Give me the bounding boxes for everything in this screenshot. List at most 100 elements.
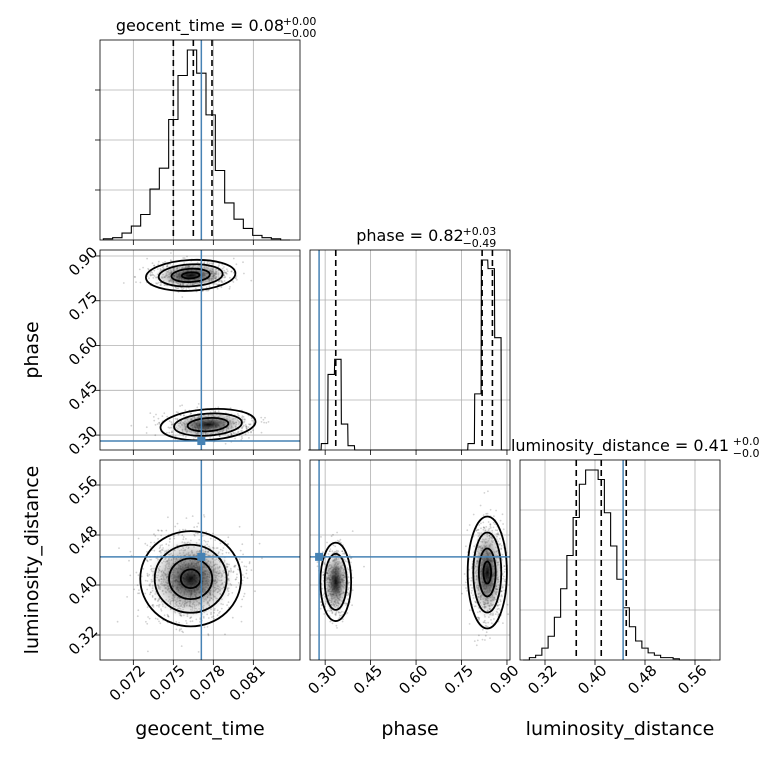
sample-point (129, 550, 132, 553)
sample-point (147, 650, 149, 653)
sample-point (203, 514, 205, 516)
sample-point (481, 638, 484, 641)
sample-point (236, 278, 238, 281)
sample-point (222, 547, 225, 549)
sample-point (237, 582, 240, 584)
sample-point (485, 625, 488, 628)
sample-point (148, 617, 151, 620)
panel-title-luminosity_distance: luminosity_distance = 0.41+0.04−0.04 (511, 435, 760, 460)
sample-point (193, 526, 196, 529)
sample-point (182, 257, 185, 259)
sample-point (219, 542, 222, 545)
sample-point (149, 558, 151, 561)
sample-point (165, 529, 168, 532)
sample-point (338, 614, 341, 617)
x-tick-label: 0.072 (106, 662, 149, 705)
truth-marker (315, 552, 324, 561)
contour (157, 263, 224, 288)
sample-point (130, 424, 133, 427)
sample-point (167, 516, 169, 519)
sample-point (184, 528, 187, 531)
sample-point (232, 257, 235, 260)
sample-point (247, 431, 250, 434)
sample-point (167, 614, 170, 617)
sample-point (497, 533, 500, 536)
sample-point (234, 437, 237, 440)
sample-point (323, 561, 326, 564)
sample-point (231, 592, 234, 594)
sample-point (170, 252, 172, 254)
sample-point (503, 589, 506, 592)
x-tick-label: 0.45 (350, 662, 386, 698)
sample-point (250, 569, 253, 571)
contour (472, 531, 503, 614)
sample-point (265, 421, 268, 424)
sample-point (174, 438, 177, 441)
sample-point (350, 561, 352, 564)
sample-point (137, 592, 139, 595)
contour (466, 515, 508, 630)
sample-point (334, 545, 337, 548)
sample-point (221, 263, 224, 266)
sample-point (164, 260, 167, 263)
sample-point (245, 572, 248, 575)
sample-point (477, 528, 480, 531)
title-text: luminosity_distance = 0.41 (511, 436, 729, 456)
sample-point (179, 405, 182, 407)
sample-point (485, 512, 488, 515)
sample-point (137, 609, 140, 612)
sample-point (241, 579, 244, 582)
sample-point (159, 622, 162, 625)
sample-point (207, 289, 209, 292)
sample-point (166, 415, 169, 418)
sample-point (163, 412, 166, 415)
sample-point (262, 418, 265, 421)
sample-point (331, 622, 334, 625)
sample-point (261, 557, 263, 560)
sample-point (252, 429, 254, 432)
sample-point (241, 574, 244, 576)
sample-point (234, 578, 237, 581)
sample-point (250, 431, 252, 434)
sample-point (225, 551, 228, 554)
sample-point (341, 550, 344, 553)
sample-point (497, 613, 500, 616)
sample-point (175, 411, 178, 413)
x-axis-label: geocent_time (135, 718, 264, 740)
sample-point (185, 288, 188, 291)
sample-point (347, 598, 349, 601)
sample-point (502, 622, 504, 624)
sample-point (150, 558, 153, 561)
sample-point (136, 615, 139, 618)
panel-frame (519, 459, 721, 661)
sample-point (182, 536, 185, 538)
sample-point (476, 529, 478, 532)
density-blob (147, 537, 234, 620)
sample-point (351, 576, 354, 579)
sample-point (207, 634, 210, 637)
sample-point (503, 571, 506, 573)
x-tick-label: 0.48 (624, 662, 660, 698)
sample-point (341, 550, 344, 553)
sample-point (221, 281, 224, 283)
title-plus: +0.04 (733, 435, 760, 448)
sample-point (346, 612, 349, 614)
sample-point (320, 601, 322, 603)
sample-point (478, 617, 480, 620)
sample-point (147, 267, 150, 270)
sample-point (151, 604, 154, 606)
sample-point (154, 434, 157, 437)
sample-point (240, 438, 243, 441)
sample-point (162, 265, 165, 268)
title-text: geocent_time = 0.08 (116, 16, 284, 36)
sample-point (176, 522, 179, 525)
sample-point (183, 257, 186, 259)
sample-point (473, 640, 476, 642)
sample-point (242, 595, 245, 598)
sample-point (217, 406, 220, 409)
sample-point (224, 442, 227, 445)
sample-point (478, 617, 481, 619)
sample-point (146, 622, 149, 625)
sample-point (196, 406, 199, 409)
sample-point (216, 283, 219, 286)
